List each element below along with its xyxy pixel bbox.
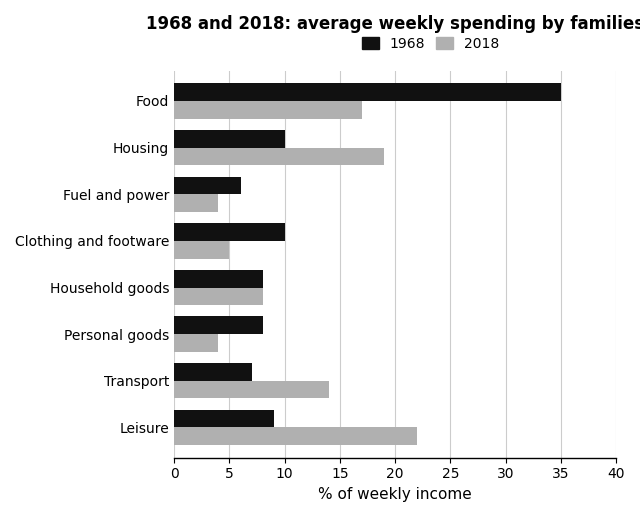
Bar xyxy=(174,270,262,287)
Bar xyxy=(174,409,274,428)
Bar xyxy=(174,287,262,305)
Title: 1968 and 2018: average weekly spending by families: 1968 and 2018: average weekly spending b… xyxy=(146,15,640,33)
Bar xyxy=(174,130,285,148)
Bar xyxy=(174,194,218,212)
X-axis label: % of weekly income: % of weekly income xyxy=(318,487,472,502)
Legend: 1968, 2018: 1968, 2018 xyxy=(356,31,505,56)
Bar xyxy=(174,241,230,258)
Bar xyxy=(174,334,218,352)
Bar xyxy=(174,101,362,119)
Bar xyxy=(174,148,384,165)
Bar xyxy=(174,223,285,241)
Bar xyxy=(174,316,262,334)
Bar xyxy=(174,428,417,445)
Bar xyxy=(174,363,252,381)
Bar xyxy=(174,83,561,101)
Bar xyxy=(174,176,241,194)
Bar xyxy=(174,381,329,399)
